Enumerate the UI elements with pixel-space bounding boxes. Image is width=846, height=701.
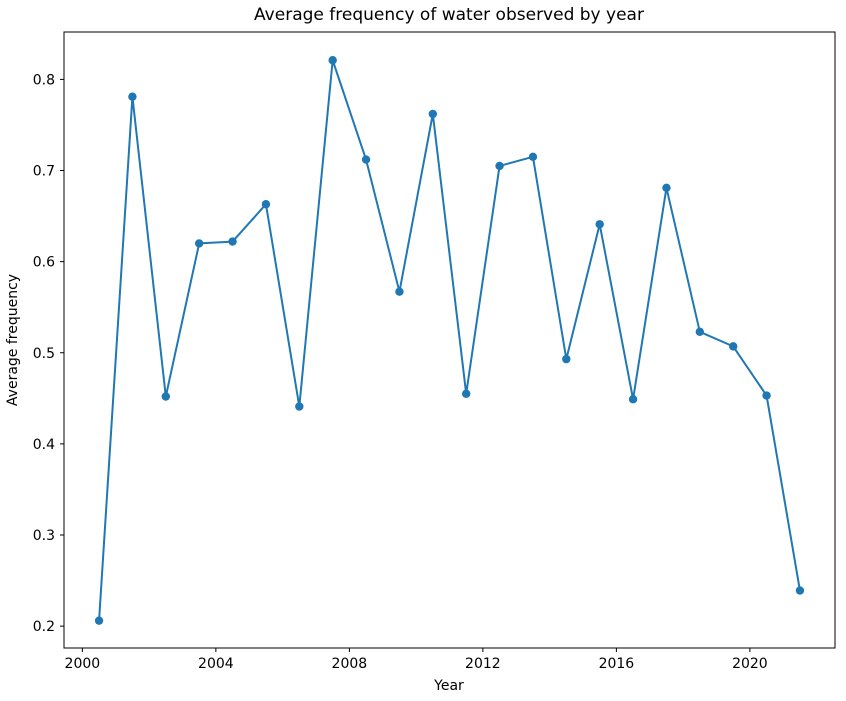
data-point-marker bbox=[94, 616, 104, 625]
x-tick-label: 2004 bbox=[198, 656, 234, 672]
data-point-marker bbox=[261, 200, 271, 209]
plot-border bbox=[63, 31, 836, 649]
data-point-marker bbox=[194, 239, 204, 248]
data-point-marker bbox=[461, 389, 471, 398]
y-tick-label: 0.7 bbox=[33, 164, 55, 180]
data-point-marker bbox=[128, 92, 137, 101]
x-tick-label: 2008 bbox=[332, 656, 368, 672]
data-point-marker bbox=[595, 220, 604, 229]
y-tick-label: 0.5 bbox=[33, 346, 55, 362]
y-axis-label: Average frequency bbox=[5, 274, 21, 406]
y-tick-label: 0.3 bbox=[33, 528, 55, 544]
y-tick-label: 0.8 bbox=[33, 72, 55, 88]
y-tick-label: 0.6 bbox=[33, 255, 55, 271]
data-point-marker bbox=[729, 342, 738, 351]
plot-area: 2000 2004 2008 2012 2016 2020 0.2 0.3 0.4 0.5 0.6 0… bbox=[33, 31, 836, 672]
data-point-marker bbox=[361, 155, 371, 164]
x-tick-label: 2000 bbox=[65, 656, 101, 672]
data-point-marker bbox=[495, 161, 504, 171]
data-point-marker bbox=[795, 586, 805, 595]
data-point-marker bbox=[662, 183, 671, 193]
chart-title: Average frequency of water observed by y… bbox=[254, 5, 644, 25]
data-point-marker bbox=[428, 109, 438, 119]
data-point-marker bbox=[628, 395, 638, 404]
x-tick-label: 2016 bbox=[599, 656, 635, 672]
data-point-marker bbox=[395, 287, 404, 296]
data-point-marker bbox=[161, 392, 170, 401]
data-point-marker bbox=[228, 237, 237, 246]
y-tick-label: 0.4 bbox=[33, 437, 55, 453]
data-point-marker bbox=[762, 391, 771, 400]
data-point-marker bbox=[295, 402, 304, 411]
x-axis-label: Year bbox=[433, 678, 464, 694]
data-point-marker bbox=[695, 327, 705, 336]
x-tick-label: 2020 bbox=[732, 656, 768, 672]
data-point-marker bbox=[562, 354, 571, 364]
data-point-marker bbox=[528, 152, 538, 162]
data-line bbox=[98, 59, 801, 622]
y-tick-label: 0.2 bbox=[33, 619, 55, 635]
x-tick-label: 2012 bbox=[465, 656, 501, 672]
data-point-marker bbox=[328, 56, 337, 65]
